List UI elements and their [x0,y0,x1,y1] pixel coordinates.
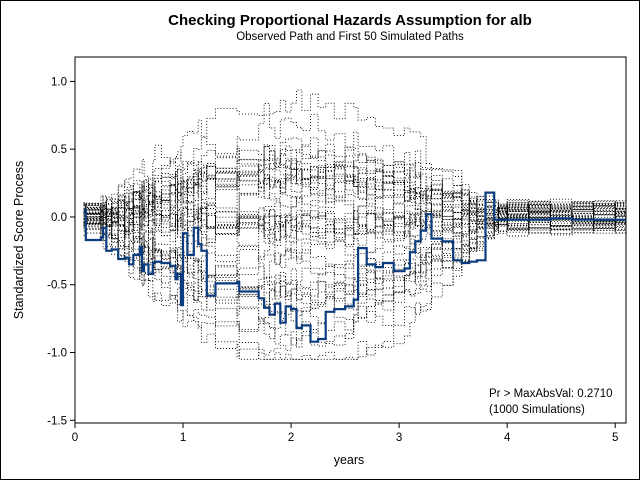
simulated-path-line [83,204,627,276]
simulated-path-line [83,205,627,325]
simulated-path-line [83,162,627,228]
x-tick-label: 4 [504,432,511,444]
chart-subtitle: Observed Path and First 50 Simulated Pat… [236,31,464,43]
simulated-path-line [83,201,627,346]
simulations-annotation: (1000 Simulations) [489,404,585,416]
x-tick-label: 1 [180,432,186,444]
simulated-path-line [83,202,627,235]
simulated-path-line [83,202,627,360]
simulated-path-line [83,113,627,230]
simulated-path-line [83,206,627,301]
simulated-path-line [83,202,627,291]
x-tick-label: 3 [396,432,402,444]
simulated-path-line [83,205,627,269]
simulated-path-line [83,161,627,228]
simulated-path-line [83,208,627,312]
simulated-path-line [83,137,627,231]
simulated-path-line [83,201,627,247]
observed-path [83,191,626,343]
y-axis-label: Standardized Score Process [12,161,26,319]
y-tick-label: -0.5 [47,280,67,292]
simulated-path-line [83,168,627,230]
plot-area [74,56,627,424]
x-tick-label: 2 [288,432,294,444]
x-tick-label: 0 [72,432,78,444]
simulated-path-line [83,198,627,307]
simulated-path-line [83,203,627,236]
y-tick-label: -1.5 [47,415,67,427]
simulated-path-line [83,163,627,234]
chart-title: Checking Proportional Hazards Assumption… [168,12,532,29]
simulated-path-line [83,202,627,315]
y-tick-label: 0.0 [51,212,67,224]
simulated-path-line [83,145,627,228]
simulated-path-line [83,207,627,301]
simulated-paths [83,89,627,360]
observed-path-line [83,191,626,343]
simulated-path-line [83,201,627,254]
simulated-path-line [83,169,627,223]
y-tick-label: 0.5 [51,144,67,156]
x-tick-label: 5 [612,432,618,444]
simulated-path-line [83,89,627,234]
y-tick-label: -1.0 [47,348,67,360]
x-axis: 0 1 2 3 4 5 [72,423,618,444]
simulated-path-line [83,166,627,226]
y-axis: -1.5 -1.0 -0.5 0.0 0.5 1.0 [47,76,75,427]
simulated-path-line [83,208,627,346]
x-axis-label: years [334,453,365,467]
y-tick-label: 1.0 [51,76,67,88]
pvalue-annotation: Pr > MaxAbsVal: 0.2710 [489,388,612,400]
